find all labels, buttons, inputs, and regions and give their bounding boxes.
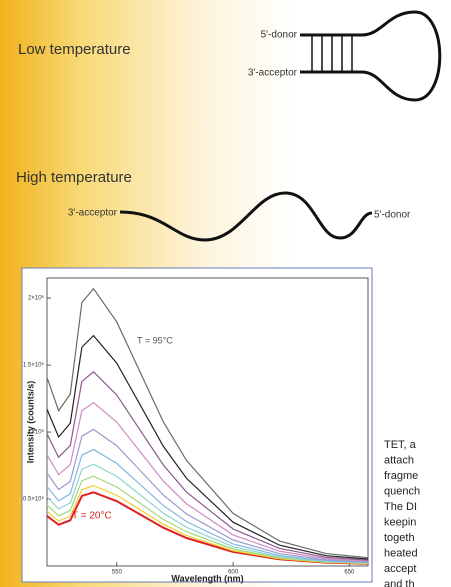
text-line: accept <box>384 563 416 575</box>
text-line: togeth <box>384 532 415 544</box>
x-tick-label: 600 <box>228 570 239 576</box>
y-tick-label: 2×10⁶ <box>28 295 45 302</box>
acceptor-label: 3'-acceptor <box>68 208 118 219</box>
spectrum-line <box>46 287 369 559</box>
spectrum-line <box>46 484 369 565</box>
text-line: The DI <box>384 501 417 513</box>
y-tick-label: 0.5×10⁶ <box>23 496 45 503</box>
x-axis-label: Wavelength (nm) <box>171 573 243 583</box>
hairpin <box>300 10 442 102</box>
donor-label: 5'-donor <box>261 30 298 41</box>
text-line: and th <box>384 578 415 587</box>
spectrum-line <box>46 448 369 564</box>
text-line: TET, a <box>384 439 417 451</box>
spectrum-line <box>46 401 369 562</box>
low-title: Low temperature <box>18 41 131 58</box>
plot-area <box>46 277 369 567</box>
high-title: High temperature <box>16 169 132 186</box>
donor-label: 5'-donor <box>374 210 411 221</box>
chart-frame <box>21 267 373 583</box>
acceptor-label: 3'-acceptor <box>248 68 298 79</box>
text-line: heated <box>384 547 418 559</box>
text-line: fragme <box>384 470 418 482</box>
text-line: quench <box>384 485 420 497</box>
body-text: TET, a attach fragme quench The DI keepin toge… <box>384 439 420 587</box>
x-tick-label: 550 <box>112 570 123 576</box>
spectrum-line <box>46 475 369 564</box>
y-tick-label: 1×10⁶ <box>28 429 45 436</box>
spectrum-line <box>46 428 369 563</box>
text-line: attach <box>384 454 414 466</box>
y-tick-label: 1.5×10⁶ <box>23 362 45 369</box>
spectrum-line <box>46 370 369 561</box>
stem-rungs <box>311 35 353 72</box>
annotation: T = 20°C <box>72 511 112 522</box>
y-axis-label: Intensity (counts/s) <box>25 381 35 464</box>
spectrum-line <box>46 463 369 564</box>
x-tick-label: 650 <box>344 570 355 576</box>
spectrum-line <box>46 334 369 560</box>
chart: 0.5×10⁶ 1×10⁶ 1.5×10⁶ 2×10⁶ 550 600 650 Wavelen… <box>23 277 369 583</box>
strand <box>119 191 373 242</box>
text-line: keepin <box>384 516 416 528</box>
annotation: T = 95°C <box>137 335 173 345</box>
